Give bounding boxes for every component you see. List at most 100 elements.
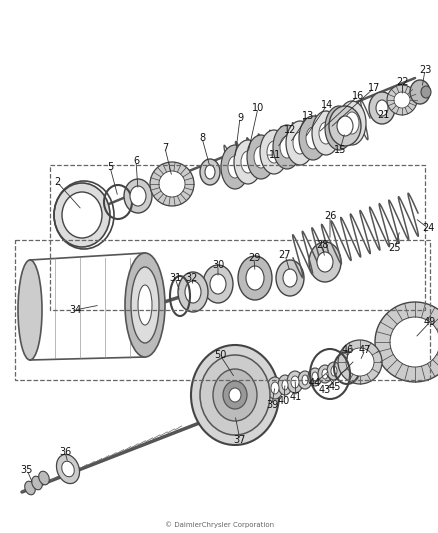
Ellipse shape <box>191 345 279 445</box>
Ellipse shape <box>200 159 219 185</box>
Text: 15: 15 <box>333 145 346 155</box>
Ellipse shape <box>229 388 240 402</box>
Ellipse shape <box>297 371 311 389</box>
Text: 44: 44 <box>308 378 320 388</box>
Ellipse shape <box>254 146 267 168</box>
Ellipse shape <box>354 358 364 372</box>
Ellipse shape <box>326 362 340 380</box>
Ellipse shape <box>318 122 332 144</box>
Bar <box>15 240 429 380</box>
Ellipse shape <box>266 377 283 399</box>
Ellipse shape <box>227 156 241 178</box>
Text: 16: 16 <box>351 91 363 101</box>
Text: 11: 11 <box>268 150 280 160</box>
Ellipse shape <box>349 352 369 378</box>
Ellipse shape <box>316 252 332 272</box>
Ellipse shape <box>331 117 345 139</box>
Ellipse shape <box>209 274 226 294</box>
Ellipse shape <box>337 340 381 384</box>
Text: 14: 14 <box>320 100 332 110</box>
Ellipse shape <box>276 260 303 296</box>
Ellipse shape <box>202 265 233 303</box>
Text: 17: 17 <box>367 83 379 93</box>
Ellipse shape <box>200 355 269 435</box>
Ellipse shape <box>62 192 102 238</box>
Ellipse shape <box>54 183 110 247</box>
Ellipse shape <box>240 151 254 173</box>
Text: 29: 29 <box>247 253 260 263</box>
Text: 31: 31 <box>169 273 181 283</box>
Ellipse shape <box>279 136 293 158</box>
Ellipse shape <box>344 112 358 134</box>
Ellipse shape <box>18 260 42 360</box>
Text: 22: 22 <box>396 77 408 87</box>
Text: 23: 23 <box>418 65 430 75</box>
Ellipse shape <box>150 162 194 206</box>
Ellipse shape <box>220 145 248 189</box>
Ellipse shape <box>345 348 373 376</box>
Text: 2: 2 <box>54 177 60 187</box>
Text: 40: 40 <box>277 396 290 406</box>
Ellipse shape <box>292 132 306 154</box>
Ellipse shape <box>337 101 365 145</box>
Ellipse shape <box>270 382 279 394</box>
Text: 39: 39 <box>265 400 278 410</box>
Ellipse shape <box>286 371 302 393</box>
Text: 7: 7 <box>162 143 168 153</box>
Ellipse shape <box>298 116 326 160</box>
Ellipse shape <box>374 302 438 382</box>
Ellipse shape <box>386 85 416 115</box>
Text: 27: 27 <box>278 250 290 260</box>
Text: 45: 45 <box>328 382 340 392</box>
Ellipse shape <box>131 267 159 343</box>
Ellipse shape <box>212 369 256 421</box>
Text: 37: 37 <box>233 435 246 445</box>
Bar <box>50 165 424 310</box>
Ellipse shape <box>389 317 438 367</box>
Ellipse shape <box>32 476 42 490</box>
Ellipse shape <box>266 141 280 163</box>
Ellipse shape <box>205 165 215 179</box>
Ellipse shape <box>321 369 327 379</box>
Ellipse shape <box>281 380 287 390</box>
Ellipse shape <box>409 80 429 104</box>
Ellipse shape <box>311 111 339 155</box>
Text: 32: 32 <box>185 273 198 283</box>
Ellipse shape <box>130 186 146 206</box>
Ellipse shape <box>272 125 300 169</box>
Ellipse shape <box>301 375 307 385</box>
Ellipse shape <box>138 285 152 325</box>
Ellipse shape <box>317 365 331 383</box>
Text: 50: 50 <box>213 350 226 360</box>
Ellipse shape <box>125 253 165 357</box>
Ellipse shape <box>259 130 287 174</box>
Ellipse shape <box>290 376 298 388</box>
Ellipse shape <box>285 121 313 165</box>
Ellipse shape <box>330 366 336 376</box>
Ellipse shape <box>307 368 321 386</box>
Ellipse shape <box>233 140 261 184</box>
Text: 25: 25 <box>388 243 400 253</box>
Ellipse shape <box>324 106 352 150</box>
Text: 12: 12 <box>283 125 296 135</box>
Ellipse shape <box>277 375 291 395</box>
Text: 46: 46 <box>341 345 353 355</box>
Text: 5: 5 <box>106 162 113 172</box>
Text: 36: 36 <box>59 447 71 457</box>
Text: 34: 34 <box>69 305 81 315</box>
Ellipse shape <box>237 256 272 300</box>
Ellipse shape <box>177 272 208 312</box>
Text: 28: 28 <box>315 240 328 250</box>
Ellipse shape <box>336 116 352 136</box>
Ellipse shape <box>393 92 409 108</box>
Ellipse shape <box>57 455 79 483</box>
Ellipse shape <box>62 461 74 477</box>
Text: 41: 41 <box>289 392 301 402</box>
Ellipse shape <box>308 242 340 282</box>
Ellipse shape <box>375 100 387 116</box>
Text: 47: 47 <box>358 345 371 355</box>
Text: 9: 9 <box>237 113 243 123</box>
Ellipse shape <box>368 92 394 124</box>
Ellipse shape <box>311 372 317 382</box>
Text: 26: 26 <box>323 211 336 221</box>
